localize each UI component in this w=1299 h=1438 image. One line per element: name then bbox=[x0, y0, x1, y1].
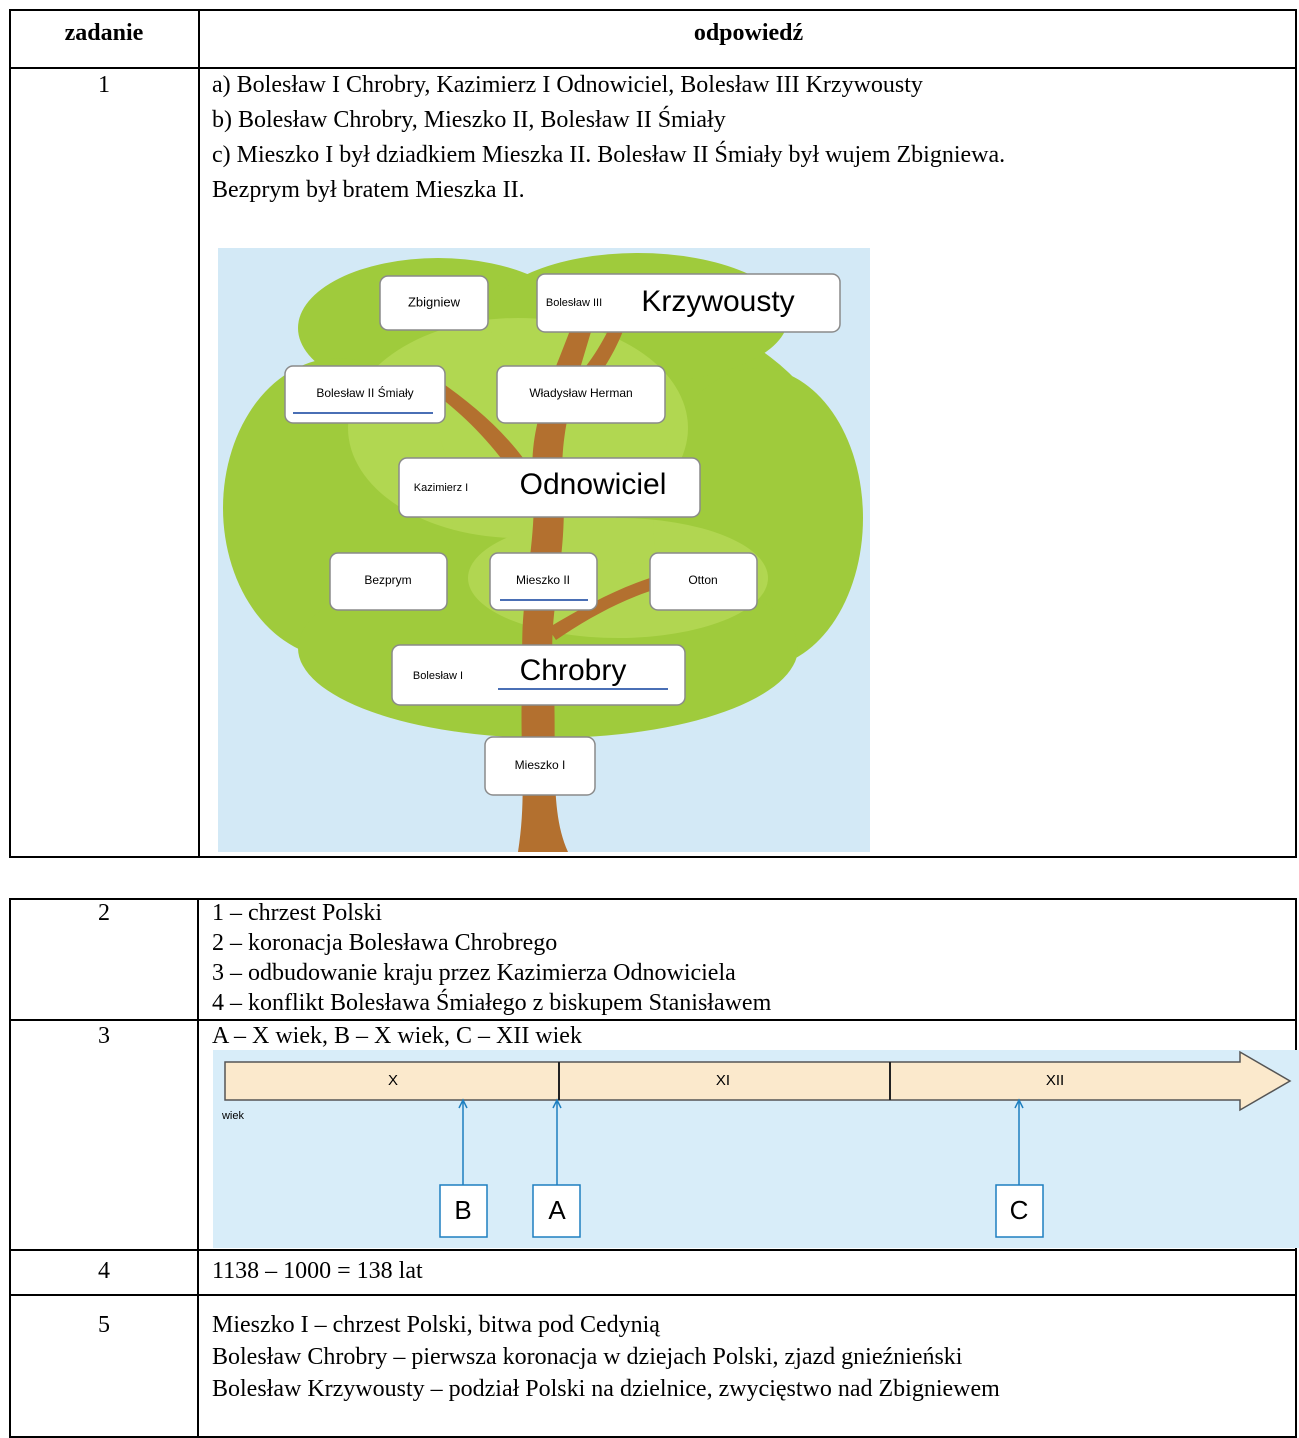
marker-label: C bbox=[1010, 1195, 1029, 1225]
tree-label: Bolesław III bbox=[546, 297, 602, 309]
timeline-bar bbox=[224, 1050, 1292, 1112]
timeline: X XI XII wiek B A C bbox=[213, 1050, 1299, 1248]
answer-line: Bezprym był bratem Mieszka II. bbox=[212, 177, 525, 203]
answer-line: 4 – konflikt Bolesława Śmiałego z biskup… bbox=[212, 990, 772, 1016]
underlines bbox=[293, 412, 668, 690]
tree-label: Bezprym bbox=[364, 573, 411, 587]
tree-label: Mieszko I bbox=[515, 758, 566, 772]
answer-line: c) Mieszko I był dziadkiem Mieszka II. B… bbox=[212, 142, 1006, 168]
answer-line: a) Bolesław I Chrobry, Kazimierz I Odnow… bbox=[212, 72, 923, 98]
task-number: 4 bbox=[98, 1258, 110, 1284]
marker-label: B bbox=[454, 1195, 471, 1225]
table-1 bbox=[9, 9, 1297, 858]
task-number: 1 bbox=[98, 72, 110, 98]
century-label: X bbox=[388, 1072, 398, 1089]
answer-line: b) Bolesław Chrobry, Mieszko II, Bolesła… bbox=[212, 107, 726, 133]
task-number: 3 bbox=[98, 1023, 110, 1049]
answer-line: 2 – koronacja Bolesława Chrobrego bbox=[212, 930, 558, 956]
marker-boxes bbox=[439, 1184, 1044, 1238]
name-boxes bbox=[284, 273, 841, 796]
header-cell: odpowiedź bbox=[693, 20, 804, 46]
tree-label: Mieszko II bbox=[516, 573, 570, 587]
task-number: 5 bbox=[98, 1312, 110, 1338]
century-label: XII bbox=[1046, 1072, 1064, 1089]
task-number: 2 bbox=[98, 900, 110, 926]
family-tree: Zbigniew Bolesław III Krzywousty Bolesła… bbox=[218, 248, 870, 852]
answer-line: A – X wiek, B – X wiek, C – XII wiek bbox=[212, 1023, 582, 1049]
column-border bbox=[198, 9, 200, 858]
pointers bbox=[458, 1098, 1024, 1185]
row-border bbox=[9, 1019, 1297, 1021]
answer-line: Bolesław Chrobry – pierwsza koronacja w … bbox=[212, 1344, 963, 1370]
header-cell: zadanie bbox=[64, 20, 144, 46]
tree-label: Władysław Herman bbox=[529, 386, 632, 400]
row-border bbox=[9, 67, 1297, 69]
tree-label: Odnowiciel bbox=[520, 468, 667, 501]
answer-line: Mieszko I – chrzest Polski, bitwa pod Ce… bbox=[212, 1312, 660, 1338]
answer-line: 3 – odbudowanie kraju przez Kazimierza O… bbox=[212, 960, 736, 986]
tree-label: Bolesław II Śmiały bbox=[316, 385, 413, 400]
row-border bbox=[9, 1249, 1297, 1251]
tree-label: Bolesław I bbox=[413, 670, 463, 682]
answer-line: Bolesław Krzywousty – podział Polski na … bbox=[212, 1376, 1000, 1402]
tree-label: Otton bbox=[688, 573, 717, 587]
answer-line: 1138 – 1000 = 138 lat bbox=[212, 1258, 423, 1284]
axis-label: wiek bbox=[221, 1110, 245, 1122]
answer-line: 1 – chrzest Polski bbox=[212, 900, 382, 926]
tree-label: Zbigniew bbox=[408, 294, 461, 309]
row-border bbox=[9, 1294, 1297, 1296]
tree-label: Chrobry bbox=[520, 654, 627, 687]
marker-label: A bbox=[548, 1195, 566, 1225]
century-label: XI bbox=[716, 1072, 730, 1089]
column-border bbox=[197, 898, 199, 1438]
tree-label: Krzywousty bbox=[641, 285, 794, 318]
tree-label: Kazimierz I bbox=[414, 482, 468, 494]
